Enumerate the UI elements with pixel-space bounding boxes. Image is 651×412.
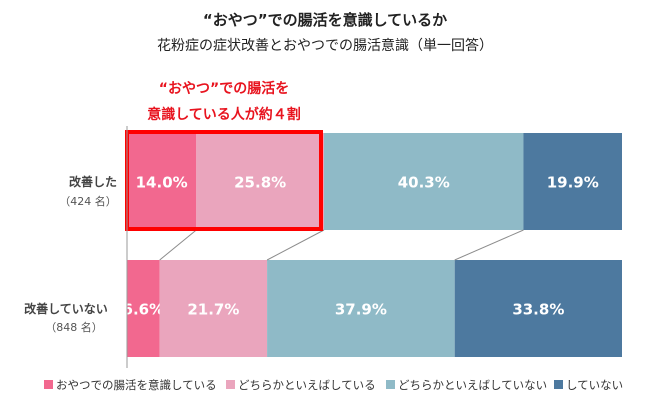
- bar-segment: [127, 260, 160, 357]
- row-label: 改善していない: [24, 301, 108, 316]
- annotation-line-1: “おやつ”での腸活を: [159, 80, 289, 97]
- legend-label: おやつでの腸活を意識している: [56, 378, 217, 392]
- connector-line: [454, 229, 524, 261]
- row-sublabel: （424 名）: [59, 194, 117, 208]
- chart-title: “おやつ”での腸活を意識しているか: [203, 11, 447, 29]
- row-sublabel: （848 名）: [45, 320, 103, 334]
- legend-label: どちらかといえばしている: [238, 378, 376, 392]
- data-label: 33.8%: [512, 301, 564, 319]
- legend-swatch: [226, 380, 235, 389]
- connector-line: [266, 229, 325, 261]
- legend-swatch: [386, 380, 395, 389]
- connector-line: [159, 229, 197, 261]
- annotation-line-2: 意識している人が約４割: [147, 106, 301, 123]
- legend-label: していない: [566, 378, 623, 392]
- data-label: 14.0%: [136, 174, 188, 192]
- data-label: 25.8%: [234, 174, 286, 192]
- data-label: 37.9%: [335, 301, 387, 319]
- row-label: 改善した: [69, 174, 117, 189]
- legend-swatch: [44, 380, 53, 389]
- data-label: 40.3%: [398, 174, 450, 192]
- bar-segment: [324, 133, 524, 230]
- bar-segment: [159, 260, 268, 357]
- bar-segment: [523, 133, 622, 230]
- bar-segment: [127, 133, 197, 230]
- chart-subtitle: 花粉症の症状改善とおやつでの腸活意識（単一回答）: [157, 37, 493, 54]
- bar-segment: [267, 260, 455, 357]
- legend-label: どちらかといえばしていない: [398, 378, 547, 392]
- legend-swatch: [554, 380, 563, 389]
- bar-segment: [454, 260, 622, 357]
- data-label: 21.7%: [187, 301, 239, 319]
- data-label: 6.6%: [123, 301, 165, 319]
- bar-segment: [196, 133, 325, 230]
- data-label: 19.9%: [547, 174, 599, 192]
